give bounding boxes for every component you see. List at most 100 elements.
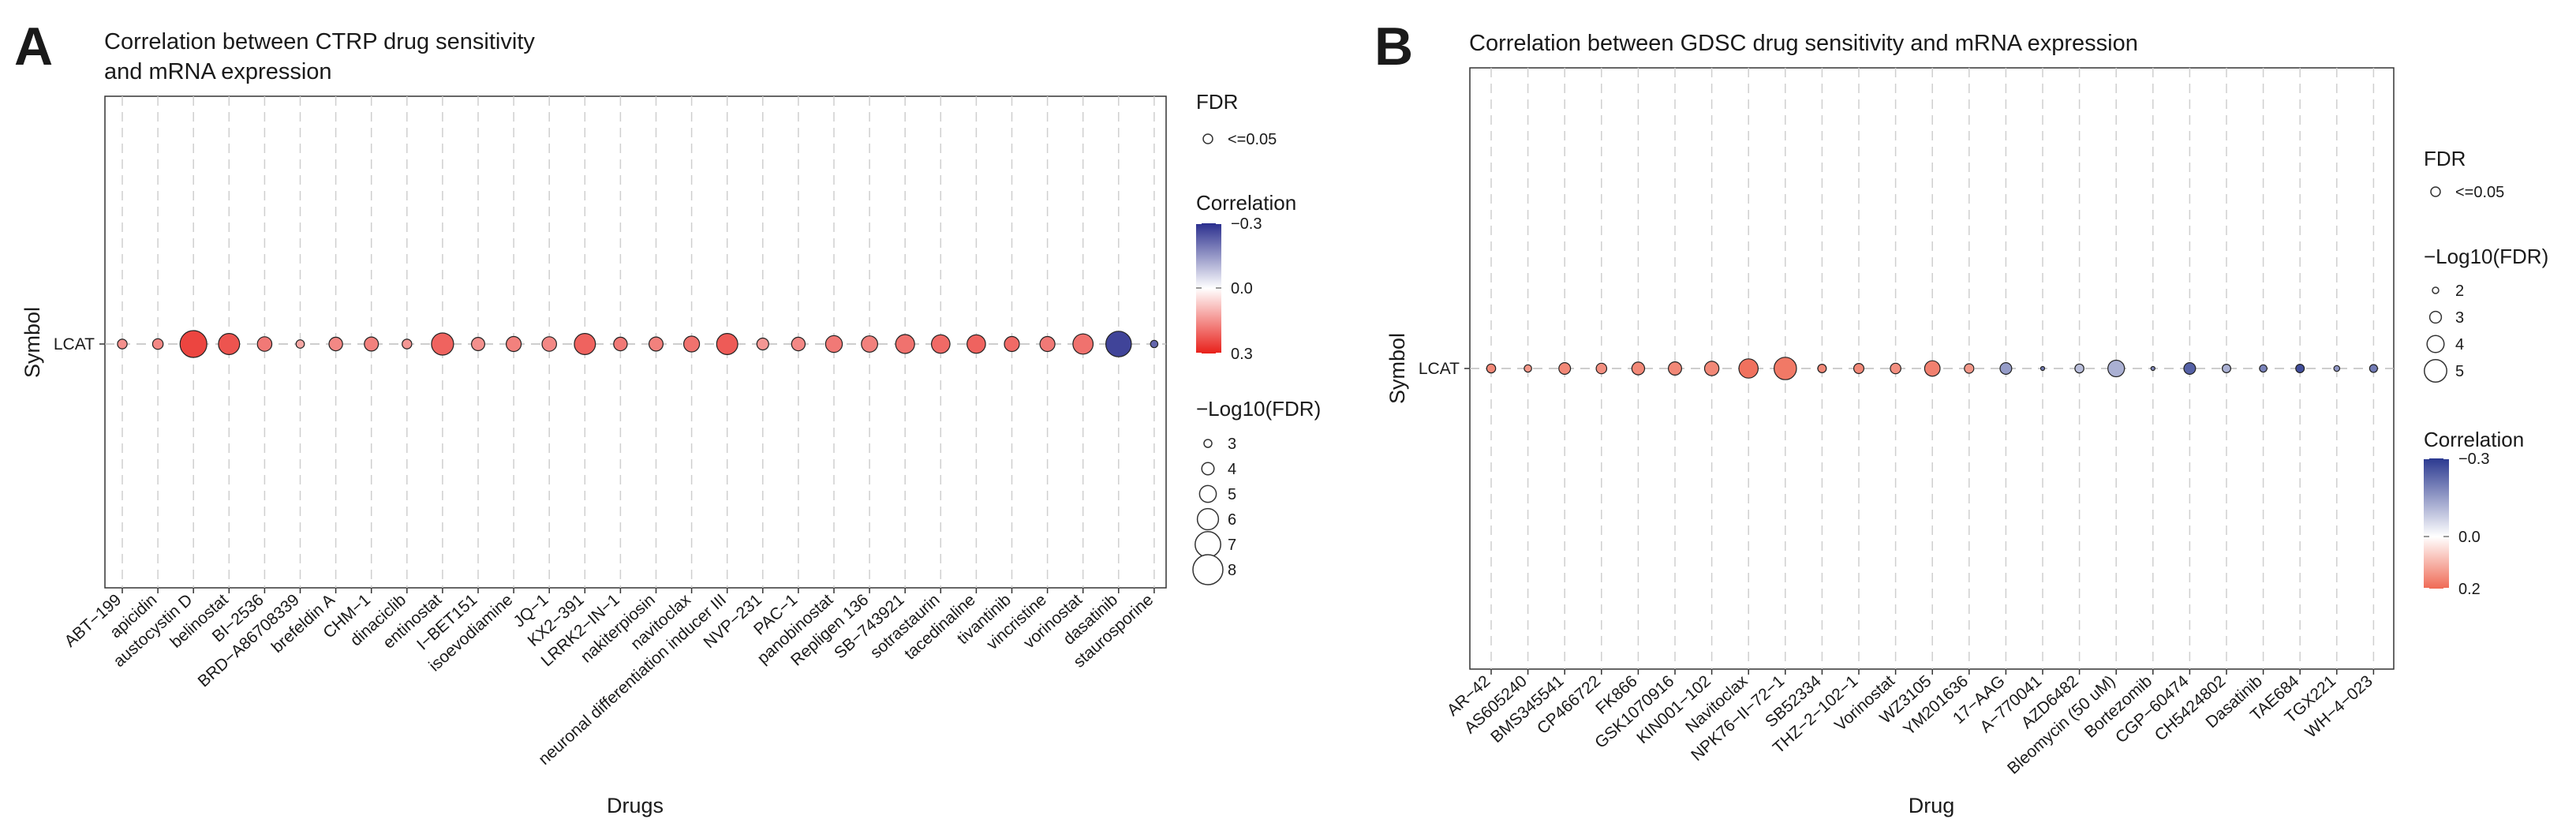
point-dinaciclib xyxy=(402,338,413,350)
point-WH−4−023 xyxy=(2368,364,2378,373)
size-legend-label: 4 xyxy=(2455,336,2464,353)
point-THZ−2−102−1 xyxy=(1853,363,1865,375)
size-legend-circle xyxy=(2426,335,2445,353)
size-legend-label: 7 xyxy=(1228,537,1236,554)
point-tacedinaline xyxy=(966,334,986,354)
point-17−AAG xyxy=(1999,362,2013,376)
size-legend-circle xyxy=(2428,310,2443,324)
point-CHM−1 xyxy=(364,336,379,352)
panel-a-legend-fdr-title: FDR xyxy=(1196,90,1238,114)
size-legend-circle xyxy=(2432,286,2440,294)
point-TAE684 xyxy=(2295,364,2305,374)
panel-a-legend-correlation-title: Correlation xyxy=(1196,191,1296,215)
panel-b-size-legend: 2 3 4 5 xyxy=(2424,282,2464,383)
panel-a-plot-frame xyxy=(104,95,1167,589)
panel-b-points xyxy=(1486,357,2378,380)
point-SB52334 xyxy=(1817,364,1827,374)
size-legend-label: 2 xyxy=(2455,282,2464,300)
panel-a-legend-size-title: −Log10(FDR) xyxy=(1196,397,1321,421)
point-apicidin xyxy=(151,338,164,350)
size-legend-label: 8 xyxy=(1228,562,1236,579)
panel-b-legend-fdr-key xyxy=(2430,186,2441,197)
panel-a-y-tick-label: LCAT xyxy=(54,335,95,353)
point-I−BET151 xyxy=(470,337,485,352)
point-NPK76−II−72−1 xyxy=(1774,357,1797,380)
point-austocystin D xyxy=(179,330,208,358)
panel-a-y-axis-title: Symbol xyxy=(21,307,44,378)
panel-a-legend: FDR <=0.05 Correlation −0.3 0.0 0.3 −Log… xyxy=(1192,90,1321,585)
point-staurosporine xyxy=(1150,339,1159,349)
point-GSK1070916 xyxy=(1668,361,1683,376)
point-CGP−60474 xyxy=(2183,362,2197,376)
point-vincristine xyxy=(1039,335,1056,353)
panel-b-legend-fdr-label: <=0.05 xyxy=(2455,184,2504,201)
panel-a-title-line-1: Correlation between CTRP drug sensitivit… xyxy=(104,29,535,54)
panel-b-y-axis-title: Symbol xyxy=(1385,333,1409,404)
point-entinostat xyxy=(431,332,454,356)
point-JQ−1 xyxy=(541,336,557,352)
point-AZD6482 xyxy=(2074,363,2084,374)
size-legend-label: 6 xyxy=(1228,511,1236,529)
point-nakiterpiosin xyxy=(648,336,664,352)
point-navitoclax xyxy=(682,335,701,353)
point-vorinostat xyxy=(1072,333,1094,355)
panel-a-legend-fdr-label: <=0.05 xyxy=(1228,131,1277,148)
point-A−770041 xyxy=(2039,365,2046,372)
point-isoevodiamine xyxy=(505,335,522,353)
point-dasatinib xyxy=(1105,331,1132,357)
point-belinostat xyxy=(218,333,241,356)
size-legend-label: 3 xyxy=(1228,436,1236,453)
panel-b-y-tick-label: LCAT xyxy=(1419,360,1460,378)
panel-b-legend-size-title: −Log10(FDR) xyxy=(2424,245,2548,268)
panel-a-letter: A xyxy=(14,17,53,77)
panel-b-x-ticks: AR−42AS605240BMS345541CP466722FK866GSK10… xyxy=(1444,669,2376,778)
size-legend-label: 5 xyxy=(2455,363,2464,380)
panel-b-letter: B xyxy=(1374,17,1413,77)
point-brefeldin A xyxy=(328,336,343,352)
point-CP466722 xyxy=(1595,362,1608,375)
point-CH5424802 xyxy=(2222,364,2232,374)
point-TGX221 xyxy=(2333,365,2341,372)
point-Navitoclax xyxy=(1738,358,1759,379)
point-ABT−199 xyxy=(117,338,128,350)
panel-b: B Correlation between GDSC drug sensitiv… xyxy=(1374,17,2548,817)
point-AR−42 xyxy=(1486,363,1497,374)
point-Bortezomib xyxy=(2150,365,2155,372)
point-tivantinib xyxy=(1004,335,1020,353)
size-legend-label: 5 xyxy=(1228,486,1236,503)
panel-a-colorbar-label-bottom: 0.3 xyxy=(1231,346,1253,363)
point-BRD−A86708339 xyxy=(295,339,305,349)
point-Vorinostat xyxy=(1890,362,1901,375)
panel-b-x-axis-title: Drug xyxy=(1909,794,1955,817)
point-FK866 xyxy=(1631,361,1646,376)
point-BMS345541 xyxy=(1558,362,1572,376)
size-legend-circle xyxy=(2424,359,2447,383)
point-Dasatinib xyxy=(2259,364,2268,373)
panel-a-colorbar-label-top: −0.3 xyxy=(1231,215,1262,233)
point-panobinostat xyxy=(824,335,843,353)
point-Bleomycin (50 uM) xyxy=(2107,359,2125,378)
point-KIN001−102 xyxy=(1703,361,1720,376)
size-legend-label: 3 xyxy=(2455,309,2464,327)
panel-b-legend-correlation-title: Correlation xyxy=(2424,428,2524,451)
size-legend-label: 4 xyxy=(1228,461,1236,478)
point-sotrastaurin xyxy=(931,334,951,354)
panel-a-colorbar-label-mid: 0.0 xyxy=(1231,280,1253,297)
point-SB−743921 xyxy=(895,334,915,354)
size-legend-circle xyxy=(1192,554,1224,585)
point-PAC−1 xyxy=(791,336,806,352)
panel-a-points xyxy=(117,330,1159,358)
panel-a-size-legend: 3 4 5 6 7 8 xyxy=(1192,436,1236,585)
point-KX2−391 xyxy=(574,333,596,356)
point-AS605240 xyxy=(1524,364,1532,373)
panel-b-colorbar xyxy=(2424,458,2449,589)
panel-b-legend-fdr-title: FDR xyxy=(2424,147,2466,170)
point-WZ3105 xyxy=(1924,360,1941,377)
point-NVP−231 xyxy=(756,337,769,351)
point-LRRK2−IN−1 xyxy=(613,336,628,352)
panel-b-colorbar-label-top: −0.3 xyxy=(2458,451,2489,468)
point-BI−2536 xyxy=(256,336,273,352)
